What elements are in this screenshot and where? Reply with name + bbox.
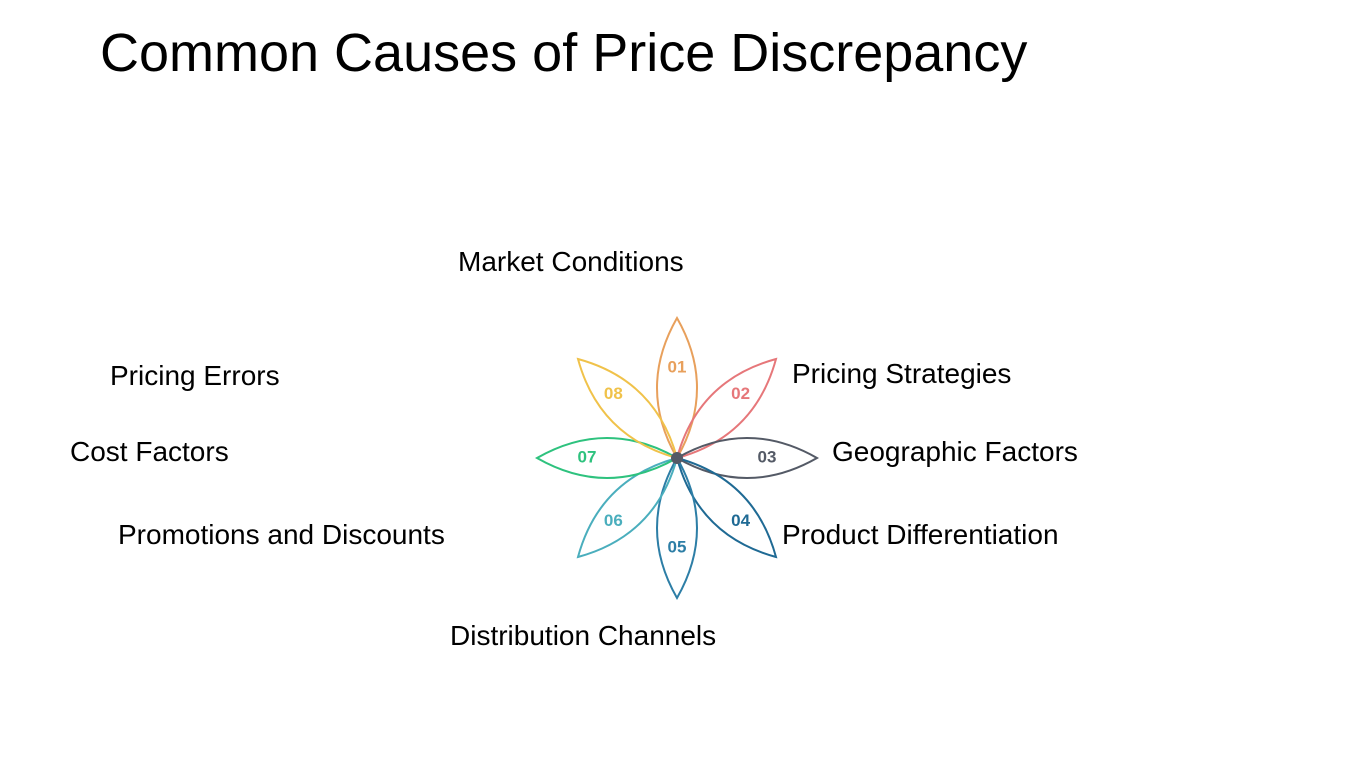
petal bbox=[676, 437, 820, 479]
node-label: Pricing Strategies bbox=[792, 358, 1012, 389]
node-label: Geographic Factors bbox=[832, 436, 1078, 467]
petal-number: 03 bbox=[758, 447, 777, 466]
petal-number: 01 bbox=[668, 357, 687, 376]
petal-number: 08 bbox=[604, 384, 623, 403]
node-label: Cost Factors bbox=[70, 436, 229, 467]
slide-title: Common Causes of Price Discrepancy bbox=[100, 23, 1028, 83]
petal bbox=[576, 357, 678, 459]
node-label: Pricing Errors bbox=[110, 360, 280, 391]
node-label: Distribution Channels bbox=[450, 620, 717, 651]
petal bbox=[676, 457, 778, 559]
petal-number: 07 bbox=[578, 447, 597, 466]
node-label: Promotions and Discounts bbox=[118, 519, 445, 550]
petal-number: 06 bbox=[604, 511, 623, 530]
petal-number: 02 bbox=[731, 384, 750, 403]
node-label: Product Differentiation bbox=[782, 519, 1059, 550]
petal bbox=[656, 457, 698, 601]
petal-number: 05 bbox=[668, 537, 687, 556]
petal bbox=[676, 357, 778, 459]
petal-number: 04 bbox=[731, 511, 750, 530]
petal bbox=[576, 457, 678, 559]
center-dot bbox=[671, 452, 683, 464]
petal bbox=[534, 437, 678, 479]
petal bbox=[656, 315, 698, 459]
node-label: Market Conditions bbox=[458, 246, 684, 277]
